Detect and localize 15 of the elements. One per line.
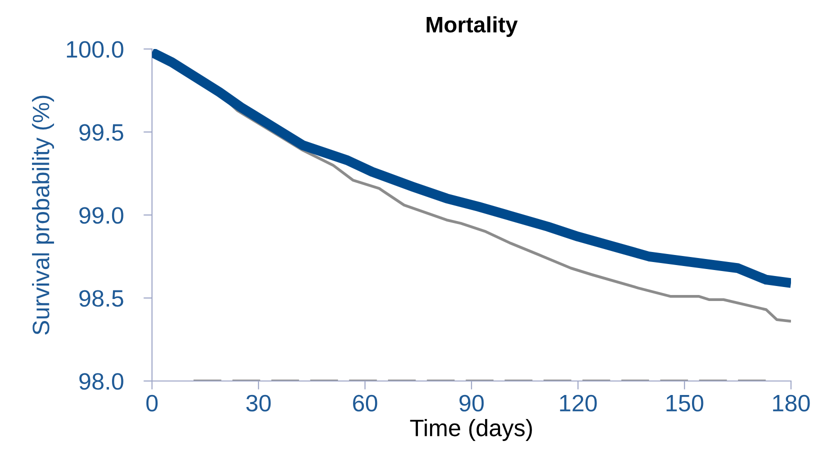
x-tick-label: 180 xyxy=(773,394,810,412)
x-tick-label: 60 xyxy=(353,394,378,412)
chart-title: Mortality xyxy=(426,16,518,37)
y-tick-label: 98.5 xyxy=(79,290,124,307)
y-tick-label: 99.0 xyxy=(79,207,124,224)
x-tick-label: 0 xyxy=(146,394,158,412)
y-tick-label: 100.0 xyxy=(66,41,124,58)
x-tick-label: 90 xyxy=(459,394,484,412)
y-tick-label: 99.5 xyxy=(79,124,124,141)
x-tick-label: 30 xyxy=(246,394,271,412)
y-axis-title: Survival probability (%) xyxy=(32,96,54,335)
x-tick-label: 120 xyxy=(560,394,597,412)
y-tick-label: 98.0 xyxy=(79,373,124,390)
x-axis-title: Time (days) xyxy=(410,418,532,441)
x-tick-label: 150 xyxy=(666,394,704,412)
